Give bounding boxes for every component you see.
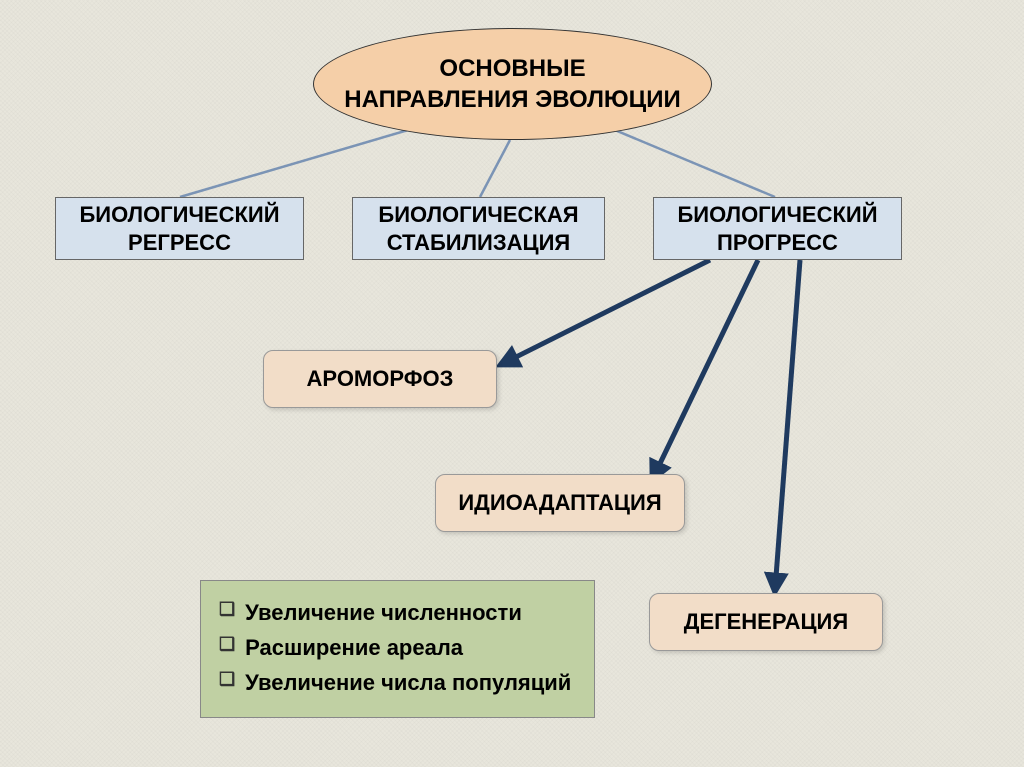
info-item: Расширение ареала (219, 630, 576, 665)
node-label: БИОЛОГИЧЕСКИЙПРОГРЕСС (677, 201, 877, 256)
node-idioadaptation: ИДИОАДАПТАЦИЯ (435, 474, 685, 532)
arrow-line (653, 260, 758, 478)
node-regress: БИОЛОГИЧЕСКИЙРЕГРЕСС (55, 197, 304, 260)
node-aromorphosis: АРОМОРФОЗ (263, 350, 497, 408)
node-stabilization: БИОЛОГИЧЕСКАЯСТАБИЛИЗАЦИЯ (352, 197, 605, 260)
info-item: Увеличение численности (219, 595, 576, 630)
node-degeneration: ДЕГЕНЕРАЦИЯ (649, 593, 883, 651)
connector-line (610, 128, 775, 197)
root-node: ОСНОВНЫЕНАПРАВЛЕНИЯ ЭВОЛЮЦИИ (313, 28, 712, 140)
info-item: Увеличение числа популяций (219, 665, 576, 700)
connector-line (480, 140, 510, 197)
node-label: ИДИОАДАПТАЦИЯ (458, 490, 661, 516)
node-progress: БИОЛОГИЧЕСКИЙПРОГРЕСС (653, 197, 902, 260)
info-list: Увеличение численностиРасширение ареалаУ… (219, 595, 576, 701)
node-label: БИОЛОГИЧЕСКИЙРЕГРЕСС (79, 201, 279, 256)
arrow-line (775, 260, 800, 590)
info-box: Увеличение численностиРасширение ареалаУ… (200, 580, 595, 718)
node-label: АРОМОРФОЗ (307, 366, 454, 392)
arrow-line (502, 260, 710, 364)
node-label: ДЕГЕНЕРАЦИЯ (684, 609, 848, 635)
connector-line (180, 128, 415, 197)
root-label: ОСНОВНЫЕНАПРАВЛЕНИЯ ЭВОЛЮЦИИ (344, 53, 680, 115)
node-label: БИОЛОГИЧЕСКАЯСТАБИЛИЗАЦИЯ (378, 201, 578, 256)
